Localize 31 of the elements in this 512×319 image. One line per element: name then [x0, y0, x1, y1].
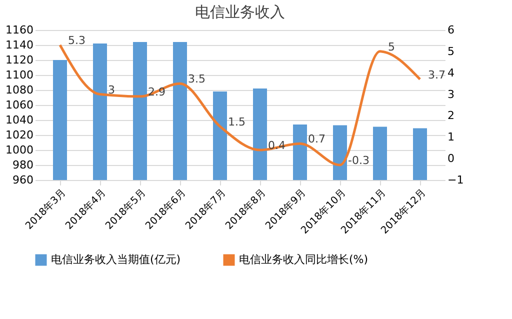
- line-series: [58, 44, 422, 166]
- y2-tick-label: 6: [448, 24, 454, 36]
- y2-tick-label: 3: [448, 88, 454, 101]
- y-tick-label: 960: [12, 174, 34, 186]
- y-tick-label: 1020: [6, 128, 34, 142]
- y2-tick-label: 2: [448, 109, 454, 122]
- y-tick-label: 1120: [6, 54, 34, 66]
- legend-label: 电信业务收入当期值(亿元): [51, 253, 181, 266]
- data-label: 3.7: [428, 68, 446, 82]
- data-label: 5.3: [68, 34, 86, 47]
- y-tick-label: 1000: [6, 144, 34, 156]
- data-label: 1.5: [228, 115, 246, 128]
- y-tick-label: 1160: [6, 24, 34, 36]
- chart-title: 电信业务收入: [195, 3, 285, 21]
- y-tick-label: 980: [12, 158, 34, 172]
- data-label: 0.7: [308, 132, 326, 146]
- y-tick-label: 1060: [6, 98, 34, 112]
- data-label: 3.5: [188, 72, 206, 86]
- y-tick-label: 1040: [6, 114, 34, 126]
- data-label: 3: [108, 83, 115, 96]
- y2-tick-label: 0: [448, 152, 454, 166]
- y2-tick-label: 4: [448, 66, 454, 80]
- y-tick-label: 1080: [6, 84, 34, 96]
- legend-label: 电信业务收入同比增长(%): [239, 253, 368, 266]
- data-label: 5: [388, 40, 395, 54]
- y-tick-label: 1140: [6, 38, 34, 52]
- y-tick-label: 1100: [6, 68, 34, 82]
- data-label: -0.3: [348, 154, 370, 167]
- y2-tick-label: 5: [448, 44, 454, 58]
- y2-tick-label: −1: [448, 174, 464, 186]
- y2-tick-label: 1: [448, 130, 454, 144]
